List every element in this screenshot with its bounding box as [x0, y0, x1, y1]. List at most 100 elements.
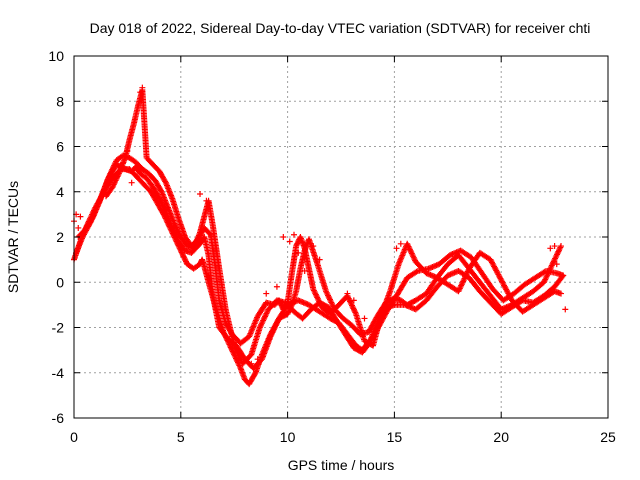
y-tick-label: -6: [52, 410, 65, 426]
data-point-marker: [325, 293, 332, 300]
data-point-marker: [345, 295, 352, 302]
data-point-marker: [269, 329, 276, 336]
data-point-marker: [258, 321, 265, 328]
data-point-marker: [272, 323, 279, 330]
data-point-marker: [344, 290, 351, 297]
data-point-marker: [110, 182, 117, 189]
data-point-marker: [556, 245, 563, 252]
data-point-marker: [551, 243, 558, 250]
data-point-marker: [295, 249, 302, 256]
data-point-marker: [316, 256, 323, 263]
data-point-marker: [273, 283, 280, 290]
data-point-marker: [206, 230, 213, 237]
data-point-marker: [317, 301, 324, 308]
data-point-marker: [551, 256, 558, 263]
data-point-marker: [162, 207, 169, 214]
data-point-marker: [113, 174, 120, 181]
data-point-marker: [347, 299, 354, 306]
data-point-marker: [280, 234, 287, 240]
data-point-marker: [267, 333, 274, 340]
grid: [74, 56, 608, 418]
data-point-marker: [404, 240, 411, 247]
data-point-marker: [120, 159, 127, 166]
data-point-marker: [558, 243, 565, 250]
data-point-marker: [310, 287, 317, 294]
data-point-marker: [323, 288, 330, 295]
data-point-marker: [262, 311, 269, 318]
data-point-marker: [408, 250, 415, 257]
data-point-marker: [323, 289, 330, 296]
data-point-marker: [544, 272, 551, 279]
data-point-marker: [124, 148, 131, 155]
data-point-marker: [350, 306, 357, 313]
data-point-marker: [111, 180, 118, 187]
x-tick-label: 20: [493, 429, 509, 445]
data-point-marker: [270, 326, 277, 333]
data-point-marker: [326, 295, 333, 302]
data-point-marker: [174, 235, 181, 242]
data-point-marker: [347, 298, 354, 305]
data-point-marker: [351, 308, 358, 315]
data-point-marker: [172, 231, 179, 238]
data-point-marker: [550, 258, 557, 265]
data-point-marker: [197, 191, 204, 198]
data-point-marker: [139, 84, 146, 91]
data-point-marker: [160, 205, 167, 212]
data-point-marker: [157, 196, 164, 203]
data-point-marker: [313, 292, 320, 299]
data-point-marker: [251, 371, 258, 378]
data-point-marker: [542, 275, 549, 282]
data-point-marker: [542, 276, 549, 283]
y-tick-label: 6: [56, 139, 64, 155]
data-point-marker: [393, 245, 400, 252]
data-point-marker: [77, 213, 84, 220]
data-point-marker: [328, 300, 335, 307]
data-point-marker: [87, 219, 94, 226]
data-point-marker: [540, 279, 547, 286]
data-point-marker: [548, 263, 555, 270]
data-point-marker: [268, 332, 275, 339]
data-point-marker: [75, 224, 82, 231]
data-point-marker: [372, 326, 379, 333]
x-tick-label: 0: [70, 429, 78, 445]
data-point-marker: [157, 198, 164, 205]
data-point-marker: [109, 184, 116, 191]
data-point-marker: [328, 299, 335, 306]
data-point-marker: [274, 319, 281, 326]
data-point-marker: [325, 292, 332, 299]
data-point-marker: [413, 268, 420, 275]
data-point-marker: [316, 299, 323, 306]
data-point-marker: [404, 242, 411, 249]
data-point-marker: [348, 301, 355, 308]
data-point-marker: [128, 179, 135, 186]
data-point-marker: [410, 253, 417, 260]
data-point-marker: [158, 199, 165, 206]
data-point-marker: [361, 315, 368, 322]
data-point-marker: [236, 363, 243, 370]
data-point-marker: [270, 327, 277, 334]
data-point-marker: [112, 178, 119, 185]
data-point-marker: [288, 303, 295, 310]
data-point-marker: [350, 305, 357, 312]
data-point-marker: [291, 231, 298, 238]
chart-title: Day 018 of 2022, Sidereal Day-to-day VTE…: [90, 20, 591, 36]
data-point-marker: [316, 298, 323, 305]
data-point-marker: [170, 227, 177, 234]
data-point-marker: [314, 294, 321, 301]
data-point-marker: [546, 268, 553, 275]
data-point-marker: [541, 277, 548, 284]
data-point-marker: [553, 261, 560, 268]
data-point-marker: [169, 226, 176, 233]
data-point-marker: [283, 300, 290, 307]
data-point-marker: [557, 244, 564, 251]
data-point-marker: [312, 290, 319, 297]
data-point-marker: [263, 310, 270, 317]
data-point-marker: [543, 273, 550, 280]
data-point-marker: [272, 322, 279, 329]
data-point-marker: [261, 314, 268, 321]
data-point-marker: [258, 320, 265, 327]
data-point-marker: [312, 291, 319, 298]
data-point-marker: [349, 303, 356, 310]
data-point-marker: [160, 203, 167, 210]
data-point-marker: [110, 181, 117, 188]
